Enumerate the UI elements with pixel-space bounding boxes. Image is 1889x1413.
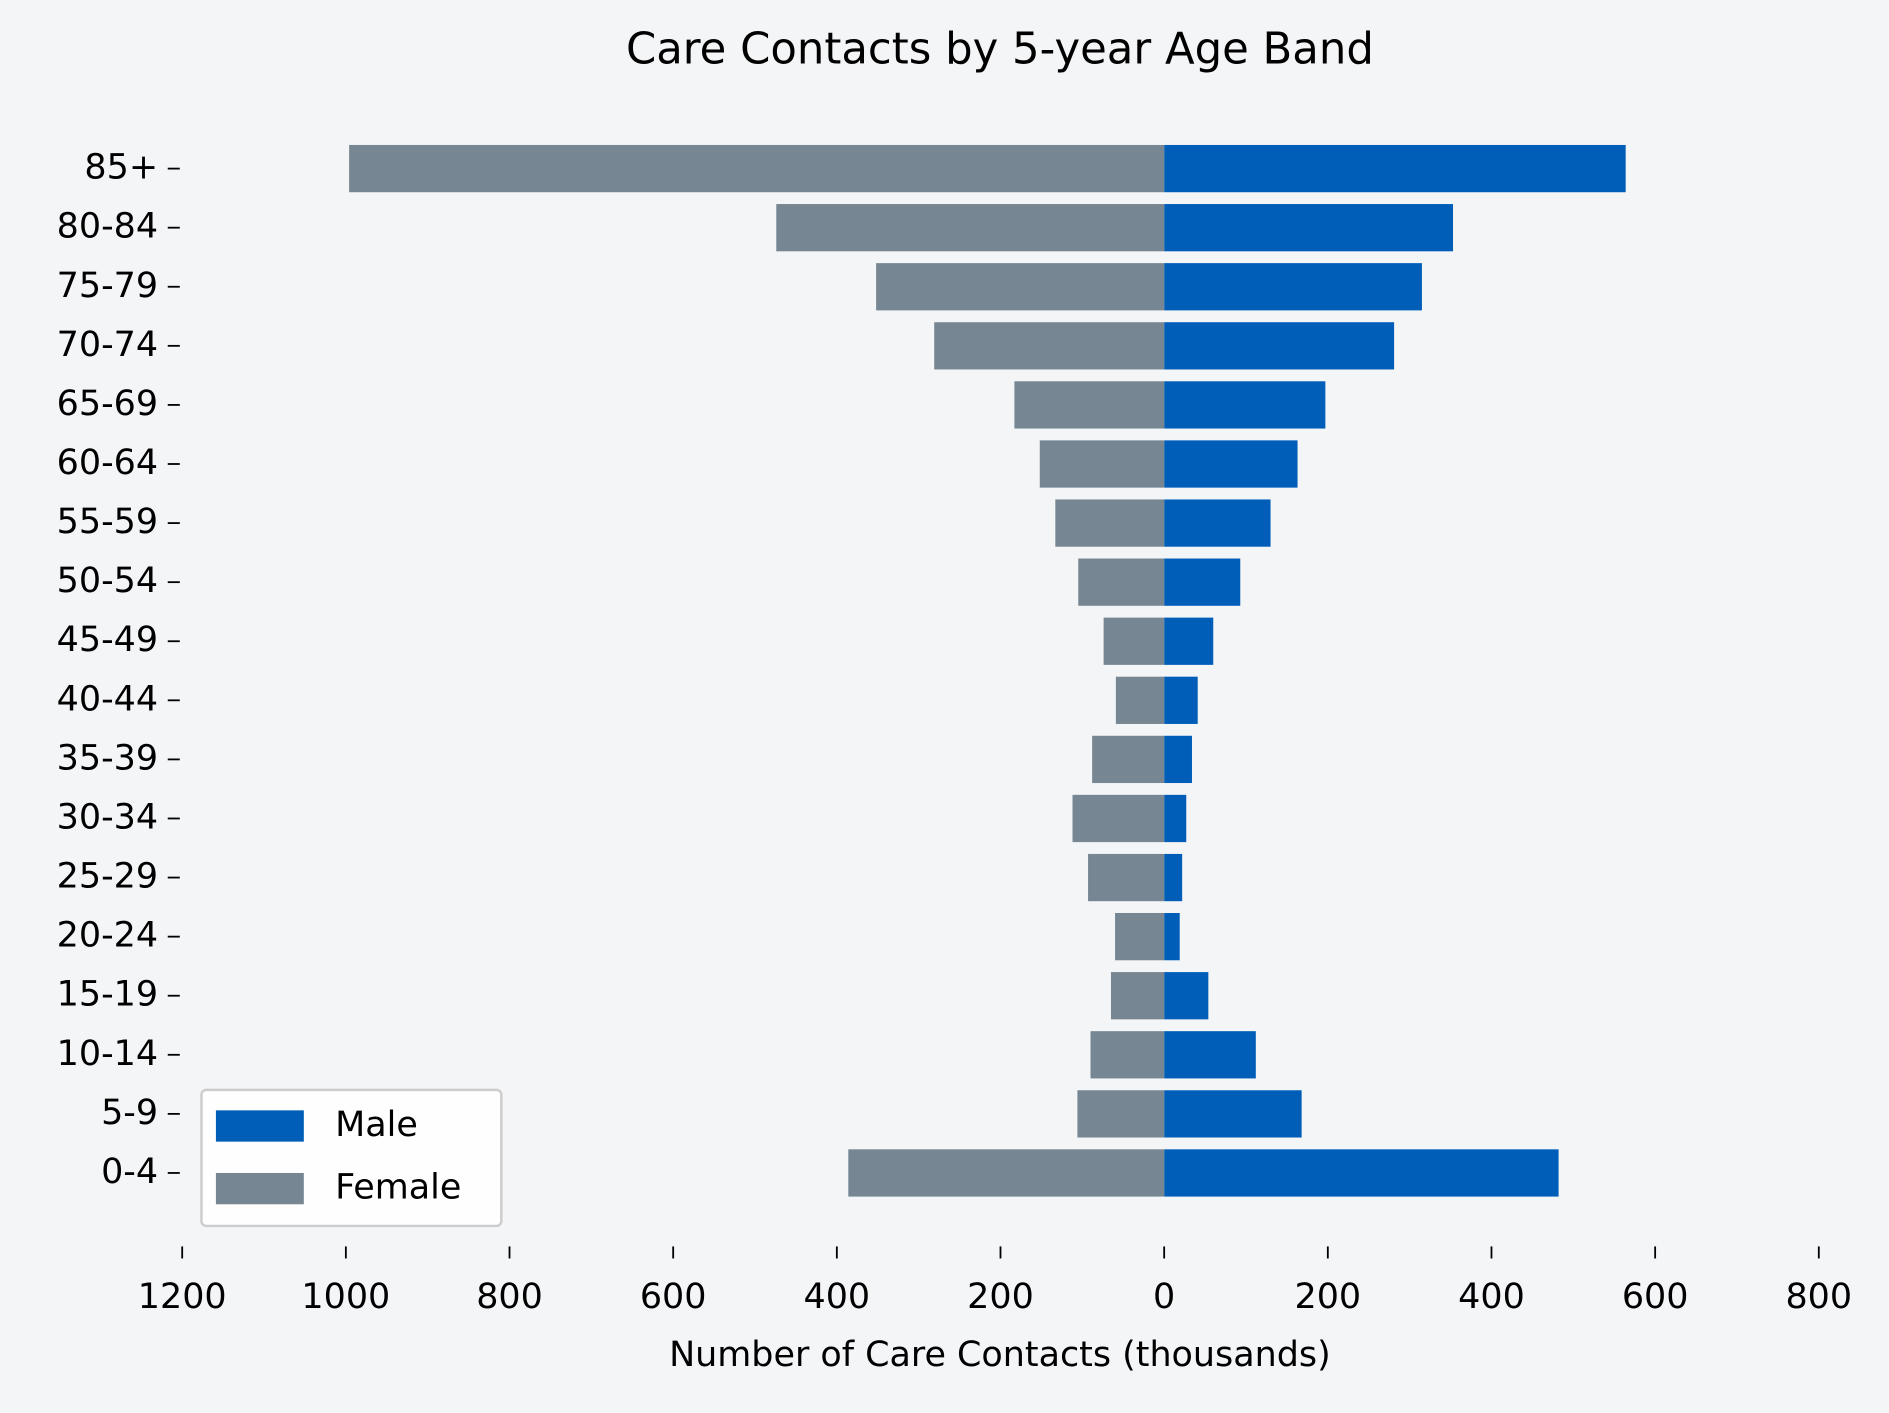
y-tick-label: 45-49	[57, 620, 158, 660]
y-tick-label: 50-54	[57, 561, 158, 601]
legend-swatch	[215, 1172, 304, 1205]
y-tick-label: 30-34	[57, 797, 158, 837]
bar	[934, 322, 1165, 370]
bar	[1103, 617, 1165, 665]
legend-label: Female	[335, 1168, 461, 1208]
x-tick-label: 800	[476, 1277, 543, 1317]
chart-title: Care Contacts by 5-year Age Band	[626, 24, 1374, 74]
y-tick-label: 70-74	[57, 325, 158, 365]
x-axis-label: Number of Care Contacts (thousands)	[669, 1335, 1331, 1375]
bar	[876, 263, 1165, 311]
bar	[776, 204, 1165, 252]
y-tick-label: 40-44	[57, 679, 158, 719]
bar	[1077, 1090, 1165, 1138]
x-tick-label: 1200	[138, 1277, 227, 1317]
bar	[1115, 913, 1165, 961]
y-tick-label: 65-69	[57, 384, 158, 424]
bar	[1164, 735, 1192, 784]
bar	[1164, 853, 1183, 902]
bar	[1072, 794, 1165, 843]
y-tick-label: 55-59	[57, 502, 158, 542]
bar	[1039, 440, 1165, 488]
bar	[1164, 676, 1198, 724]
x-tick-label: 200	[1295, 1277, 1362, 1317]
x-tick-label: 800	[1785, 1277, 1852, 1317]
y-tick-label: 75-79	[57, 266, 158, 306]
y-tick-label: 35-39	[57, 738, 158, 778]
bar	[1164, 1149, 1559, 1197]
y-tick-label: 80-84	[57, 207, 158, 247]
bar	[349, 144, 1165, 193]
x-tick-label: 200	[967, 1277, 1034, 1317]
bar	[1055, 499, 1165, 547]
y-tick-label: 0-4	[101, 1152, 158, 1192]
x-tick-label: 0	[1153, 1277, 1175, 1317]
bar	[1164, 144, 1626, 193]
bar	[1092, 735, 1165, 784]
bar	[1164, 913, 1180, 961]
y-tick-label: 5-9	[101, 1093, 158, 1133]
bar	[1088, 853, 1165, 902]
bar	[1164, 794, 1187, 843]
y-tick-label: 60-64	[57, 443, 158, 483]
bar	[1164, 499, 1271, 547]
bar	[1164, 617, 1214, 665]
bar	[848, 1149, 1165, 1197]
y-tick-label: 85+	[84, 148, 158, 188]
bar	[1164, 204, 1454, 252]
bar	[1164, 1090, 1302, 1138]
bar	[1164, 440, 1298, 488]
bar	[1014, 381, 1165, 429]
x-tick-label: 400	[804, 1277, 871, 1317]
bar	[1090, 1031, 1165, 1079]
legend-label: Male	[335, 1105, 418, 1145]
bar	[1110, 972, 1165, 1020]
y-tick-label: 25-29	[57, 857, 158, 897]
bar	[1164, 322, 1395, 370]
bar	[1164, 972, 1209, 1020]
x-tick-label: 600	[1622, 1277, 1689, 1317]
x-tick-label: 400	[1458, 1277, 1525, 1317]
x-tick-label: 1000	[301, 1277, 390, 1317]
bar	[1115, 676, 1165, 724]
bar	[1078, 558, 1165, 606]
bar	[1164, 1031, 1256, 1079]
legend-swatch	[215, 1110, 304, 1142]
bar	[1164, 381, 1326, 429]
y-tick-label: 10-14	[57, 1034, 158, 1074]
y-tick-label: 20-24	[57, 916, 158, 956]
x-tick-label: 600	[640, 1277, 707, 1317]
bar	[1164, 263, 1422, 311]
bar	[1164, 558, 1241, 606]
y-tick-label: 15-19	[57, 975, 158, 1015]
